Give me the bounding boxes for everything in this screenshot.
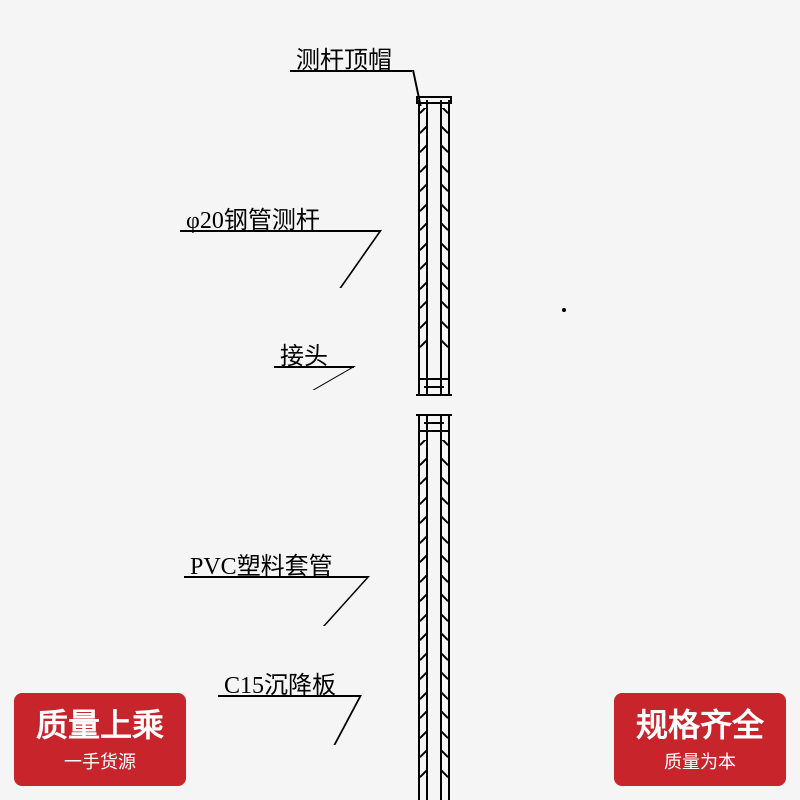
badge-left-main: 质量上乘	[36, 705, 164, 747]
joint-inner-1	[424, 386, 444, 388]
underline-joint	[274, 366, 354, 368]
joint-inner-2	[424, 422, 444, 424]
underline-plate	[218, 695, 360, 697]
leader-rod	[339, 230, 382, 288]
underline-sleeve	[184, 576, 368, 578]
badge-left-sub: 一手货源	[64, 751, 136, 774]
hatch-upper-right	[440, 108, 448, 378]
badge-specs: 规格齐全 质量为本	[614, 693, 786, 786]
joint-line-2	[418, 430, 450, 432]
leader-plate	[333, 695, 362, 745]
hatch-upper-left	[420, 108, 428, 378]
hatch-lower-right	[440, 440, 448, 800]
joint-line-1	[418, 378, 450, 380]
badge-right-sub: 质量为本	[664, 751, 736, 774]
dot-artifact	[562, 308, 566, 312]
leader-sleeve	[323, 576, 370, 626]
badge-quality: 质量上乘 一手货源	[14, 693, 186, 786]
joint-gap	[416, 394, 452, 416]
underline-cap	[290, 70, 412, 72]
badge-right-main: 规格齐全	[636, 705, 764, 747]
underline-rod	[180, 230, 380, 232]
hatch-lower-left	[420, 440, 428, 800]
diagram-container: 测杆顶帽 φ20钢管测杆 接头 PVC塑料套管 C15沉降板	[0, 0, 800, 800]
